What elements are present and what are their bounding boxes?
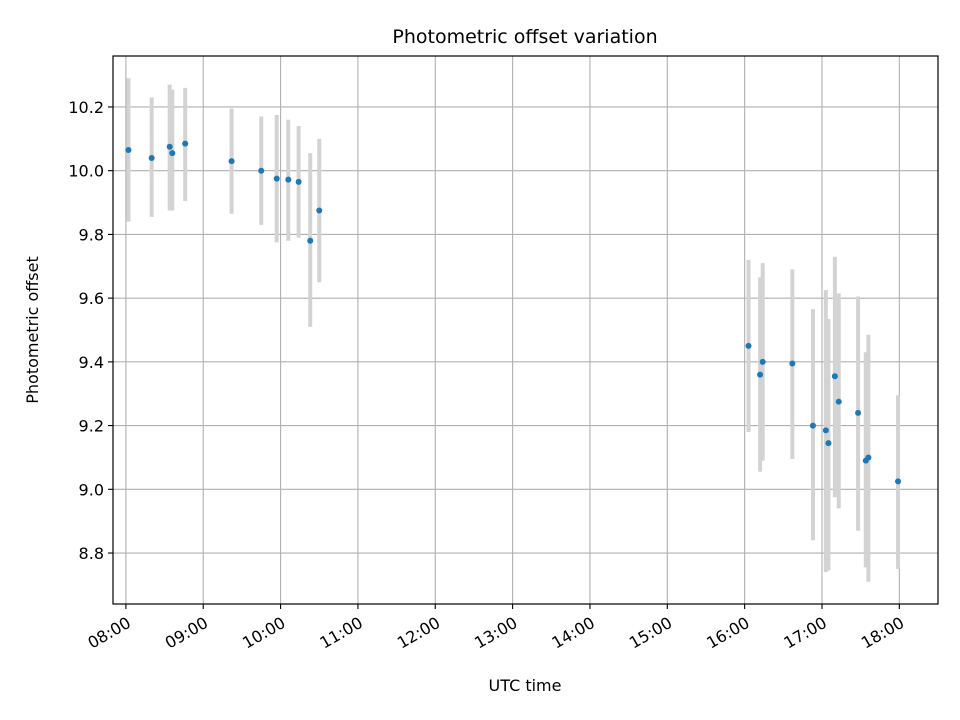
y-tick-label: 9.6 <box>79 289 104 308</box>
data-point <box>258 167 265 174</box>
data-point <box>789 360 796 367</box>
y-tick-label: 9.0 <box>79 480 104 499</box>
y-axis: 8.8 9.0 9.2 9.4 9.6 9.8 10.0 10.2 <box>68 98 113 563</box>
data-point <box>865 454 872 461</box>
y-tick-label: 9.2 <box>79 417 104 436</box>
data-point <box>228 158 235 165</box>
data-point <box>745 342 752 349</box>
data-point <box>182 140 189 147</box>
y-tick-label: 9.8 <box>79 225 104 244</box>
data-point <box>295 178 302 185</box>
data-point <box>825 440 832 447</box>
grid <box>113 56 938 604</box>
data-point <box>822 427 829 434</box>
y-tick-label: 9.4 <box>79 353 104 372</box>
data-point <box>809 422 816 429</box>
data-point <box>855 409 862 416</box>
y-tick-label: 10.2 <box>68 98 104 117</box>
data-point <box>759 358 766 365</box>
data-point <box>166 143 173 150</box>
chart-title: Photometric offset variation <box>392 26 657 48</box>
y-axis-label: Photometric offset <box>23 256 42 404</box>
data-point <box>316 207 323 214</box>
y-tick-label: 10.0 <box>68 162 104 181</box>
data-point <box>835 398 842 405</box>
data-point <box>831 373 838 380</box>
plot-frame <box>112 55 939 605</box>
data-point <box>307 237 314 244</box>
x-axis-label: UTC time <box>489 676 562 695</box>
data-point <box>169 150 176 157</box>
data-point <box>125 146 132 153</box>
y-tick-label: 8.8 <box>79 544 104 563</box>
data-point <box>273 175 280 182</box>
data-markers <box>125 140 902 485</box>
data-point <box>757 371 764 378</box>
data-point <box>148 154 155 161</box>
data-point <box>895 478 902 485</box>
data-point <box>285 176 292 183</box>
